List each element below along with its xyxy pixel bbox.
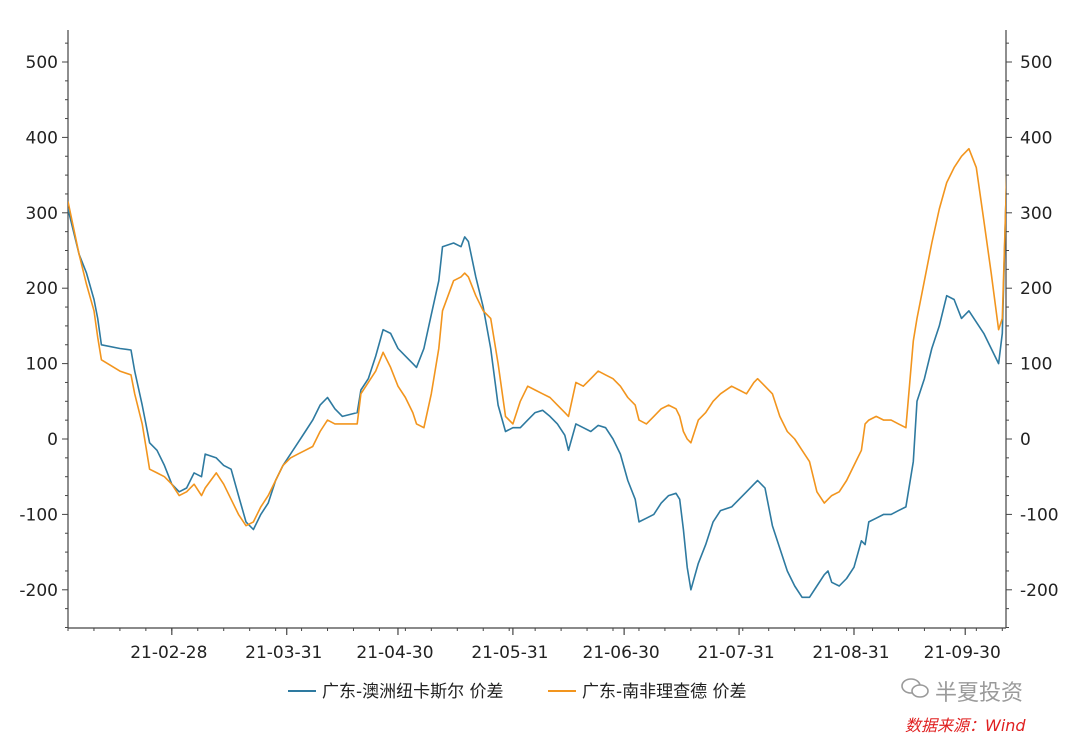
- y-tick-label-left: -200: [19, 581, 58, 601]
- chart-axes: -200 -200 -100 -100 0 0 100 100 200 200 300 300 400 4…: [19, 30, 1059, 663]
- series-layer: [68, 147, 1006, 599]
- series-line-1: [68, 171, 1006, 599]
- y-tick-label-left: 200: [26, 279, 58, 299]
- y-tick-label-left: 500: [26, 53, 58, 73]
- x-tick-label: 21-05-31: [471, 643, 548, 663]
- y-tick-label-right: 300: [1020, 204, 1052, 224]
- y-tick-label-right: -100: [1020, 505, 1059, 525]
- legend-label-1: 广东-澳洲纽卡斯尔 价差: [322, 682, 504, 702]
- x-tick-label: 21-04-30: [356, 643, 433, 663]
- x-tick-label: 21-08-31: [812, 643, 889, 663]
- y-tick-label-right: 100: [1020, 355, 1052, 375]
- x-tick-label: 21-06-30: [583, 643, 660, 663]
- y-tick-label-left: -100: [19, 505, 58, 525]
- legend: 广东-澳洲纽卡斯尔 价差 广东-南非理查德 价差: [288, 682, 747, 702]
- y-tick-label-right: 400: [1020, 128, 1052, 148]
- y-tick-label-right: -200: [1020, 581, 1059, 601]
- y-tick-label-right: 200: [1020, 279, 1052, 299]
- series-line-2: [68, 147, 1006, 527]
- wechat-icon: [901, 678, 929, 698]
- legend-label-2: 广东-南非理查德 价差: [582, 682, 747, 702]
- x-tick-label: 21-07-31: [697, 643, 774, 663]
- y-tick-label-left: 400: [26, 128, 58, 148]
- y-tick-label-left: 300: [26, 204, 58, 224]
- watermark-brand: 半夏投资: [935, 681, 1024, 706]
- x-tick-label: 21-02-28: [130, 643, 207, 663]
- x-tick-label: 21-03-31: [245, 643, 322, 663]
- x-tick-label: 21-09-30: [924, 643, 1001, 663]
- y-tick-label-right: 500: [1020, 53, 1052, 73]
- y-tick-label-left: 100: [26, 355, 58, 375]
- y-tick-label-left: 0: [47, 430, 58, 450]
- data-source-note: 数据来源：Wind: [905, 716, 1026, 735]
- y-tick-label-right: 0: [1020, 430, 1031, 450]
